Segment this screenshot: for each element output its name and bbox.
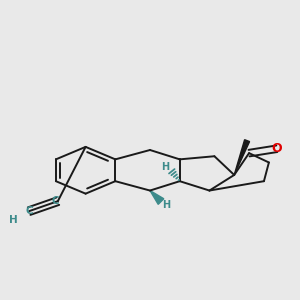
Polygon shape: [150, 190, 164, 204]
Text: C: C: [52, 196, 59, 206]
Text: O: O: [272, 142, 282, 155]
Polygon shape: [234, 140, 250, 175]
Text: H: H: [161, 162, 169, 172]
Text: H: H: [9, 215, 18, 226]
Text: H: H: [162, 200, 171, 210]
Text: C: C: [25, 206, 33, 216]
